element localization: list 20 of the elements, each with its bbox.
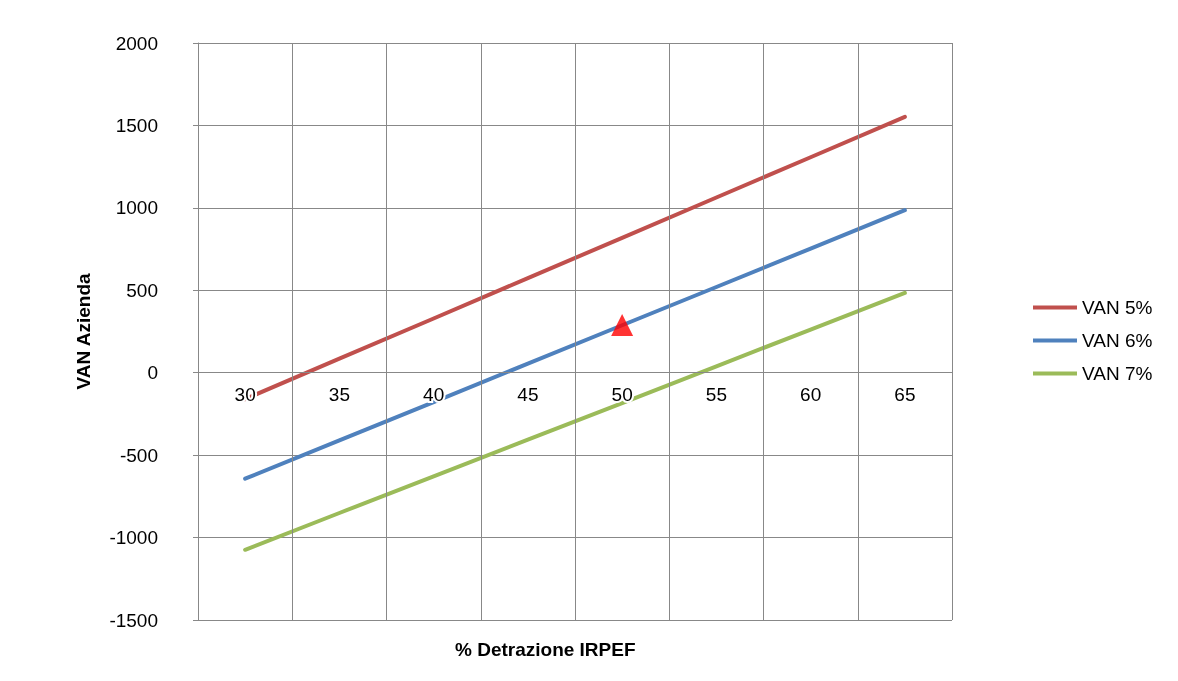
x-tick-label: 60 [800, 383, 822, 405]
x-tick-label: 45 [517, 383, 539, 405]
x-tick-label: 65 [894, 383, 916, 405]
x-tick-label: 50 [611, 383, 633, 405]
y-tick-label: 2000 [115, 32, 158, 54]
y-tick-label: 0 [147, 362, 158, 384]
y-tick-label: -1000 [109, 527, 158, 549]
y-tick-label: 500 [126, 279, 158, 301]
x-tick-label: 35 [328, 383, 350, 405]
x-tick-label: 55 [705, 383, 727, 405]
legend-label: VAN 7% [1082, 363, 1153, 384]
x-axis-title: % Detrazione IRPEF [455, 639, 636, 660]
y-axis-title: VAN Azienda [73, 273, 94, 390]
y-tick-label: -500 [119, 444, 158, 466]
legend-label: VAN 5% [1082, 297, 1153, 318]
y-tick-label: -1500 [109, 609, 158, 631]
y-tick-label: 1500 [115, 114, 158, 136]
legend-label: VAN 6% [1082, 330, 1153, 351]
y-tick-label: 1000 [115, 197, 158, 219]
x-tick-label: 40 [423, 383, 445, 405]
